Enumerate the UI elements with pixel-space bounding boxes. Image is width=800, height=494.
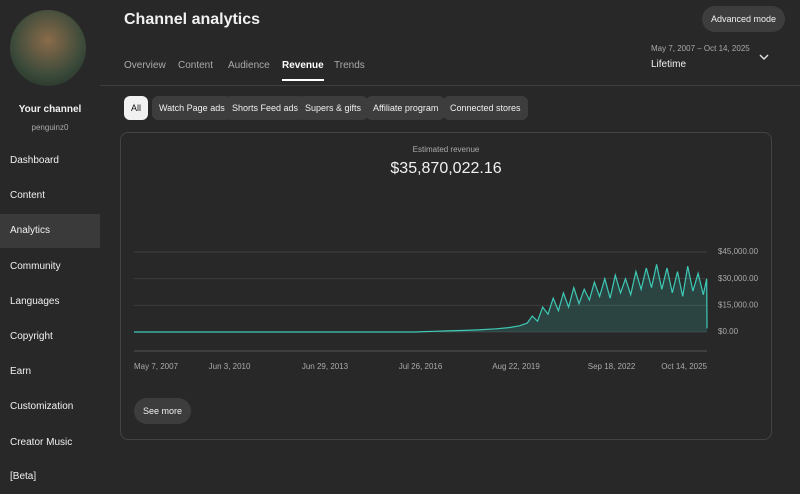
divider xyxy=(100,85,800,86)
nav-item[interactable]: Content xyxy=(10,190,46,202)
filter-chip[interactable]: Watch Page ads xyxy=(152,96,232,120)
filter-chip[interactable]: Connected stores xyxy=(443,96,528,120)
x-tick-label: Sep 18, 2022 xyxy=(588,362,636,371)
tab[interactable]: Revenue xyxy=(282,60,324,81)
x-tick-label: Oct 14, 2025 xyxy=(661,362,707,371)
dropdown-icon[interactable] xyxy=(759,54,769,62)
filter-chip[interactable]: Supers & gifts xyxy=(298,96,369,120)
x-tick-label: May 7, 2007 xyxy=(134,362,179,371)
tab[interactable]: Trends xyxy=(334,60,365,71)
filter-chip[interactable]: Affiliate program xyxy=(366,96,446,120)
filter-chip[interactable]: All xyxy=(124,96,149,120)
x-tick-label: Jun 29, 2013 xyxy=(302,362,349,371)
channel-avatar[interactable] xyxy=(10,10,86,86)
nav-item[interactable]: Customization xyxy=(10,401,74,413)
page: Your channel penguinz0 Dashboard Content A… xyxy=(0,6,800,482)
tab[interactable]: Audience xyxy=(228,60,270,71)
advanced-mode-button[interactable]: Advanced mode xyxy=(702,6,786,32)
period[interactable]: Lifetime xyxy=(651,59,687,70)
page-title: Channel analytics xyxy=(124,11,261,28)
x-tick-label: Aug 22, 2019 xyxy=(492,362,540,371)
channel-handle: penguinz0 xyxy=(31,123,69,132)
y-tick-label: $0.00 xyxy=(718,327,739,336)
revenue-line xyxy=(134,264,708,333)
nav-item[interactable]: Copyright xyxy=(10,331,53,342)
metric-label: Estimated revenue xyxy=(412,145,480,154)
nav-item[interactable]: Analytics xyxy=(0,214,100,249)
x-tick-label: Jul 26, 2016 xyxy=(399,362,443,371)
y-tick-label: $15,000.00 xyxy=(718,300,759,309)
nav-item[interactable]: Community xyxy=(10,260,61,272)
y-tick-label: $45,000.00 xyxy=(718,247,759,256)
tab[interactable]: Overview xyxy=(124,60,166,71)
tab[interactable]: Content xyxy=(178,60,214,71)
nav-item[interactable]: Languages xyxy=(10,295,60,307)
area-fill xyxy=(134,264,707,332)
metric-total: $35,870,022.16 xyxy=(390,160,502,177)
x-tick-label: Jun 3, 2010 xyxy=(209,362,251,371)
y-tick-label: $30,000.00 xyxy=(718,274,759,283)
nav-item[interactable]: Earn xyxy=(10,366,32,378)
see-more-button[interactable]: See more xyxy=(134,398,192,424)
nav-item[interactable]: Dashboard xyxy=(10,155,59,166)
revenue-card xyxy=(120,132,772,440)
date-range: May 7, 2007 – Oct 14, 2025 xyxy=(651,44,750,53)
filter-chip[interactable]: Shorts Feed ads xyxy=(225,96,306,120)
channel-name: Your channel xyxy=(18,104,82,115)
revenue-chart: $0.00 $15,000.00 $30,000.00 $45,000.00 May 7… xyxy=(134,247,759,371)
